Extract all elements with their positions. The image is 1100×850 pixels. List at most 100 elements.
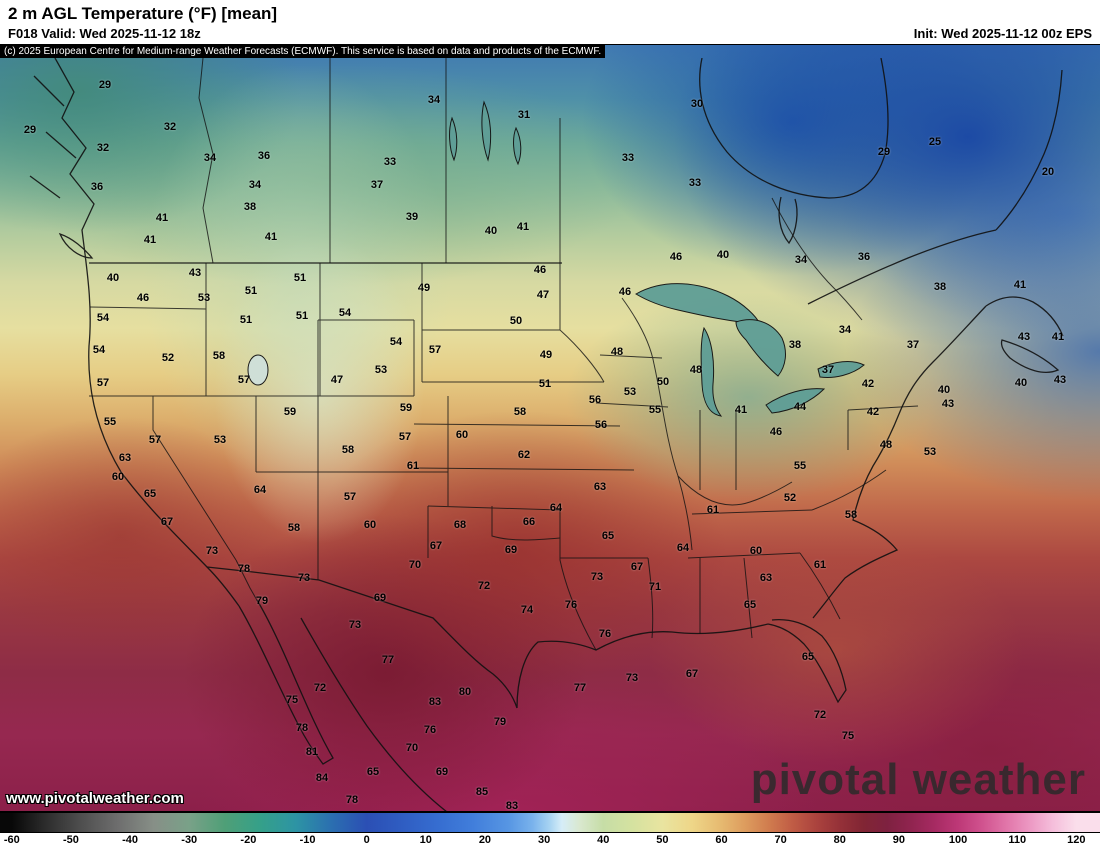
- lake-winnipeg: [481, 100, 492, 162]
- temperature-value: 75: [841, 730, 855, 742]
- temperature-value: 66: [522, 516, 536, 528]
- colorbar-tick-label: 120: [1067, 834, 1086, 846]
- temperature-value: 65: [143, 488, 157, 500]
- temperature-value: 41: [1013, 279, 1027, 291]
- temperature-value: 53: [213, 434, 227, 446]
- temperature-value: 33: [621, 152, 635, 164]
- temperature-value: 48: [610, 346, 624, 358]
- temperature-value: 42: [861, 378, 875, 390]
- colorbar-tick-label: 20: [478, 834, 492, 846]
- temperature-value: 50: [509, 315, 523, 327]
- temperature-value: 79: [255, 595, 269, 607]
- temperature-value: 69: [373, 592, 387, 604]
- temperature-value: 70: [408, 559, 422, 571]
- temperature-value: 61: [406, 460, 420, 472]
- lakes-group: [247, 100, 865, 417]
- temperature-value: 72: [813, 709, 827, 721]
- temperature-value: 47: [536, 289, 550, 301]
- colorbar-tick-label: 100: [948, 834, 968, 846]
- temperature-value: 56: [588, 394, 602, 406]
- temperature-value: 75: [285, 694, 299, 706]
- temperature-value: 46: [669, 251, 683, 263]
- coastlines-group: [29, 58, 1064, 811]
- map-title: 2 m AGL Temperature (°F) [mean]: [8, 4, 278, 23]
- temperature-value: 43: [188, 267, 202, 279]
- temperature-value: 57: [96, 377, 110, 389]
- temperature-value: 73: [297, 572, 311, 584]
- temperature-value: 41: [264, 231, 278, 243]
- lake-ontario: [817, 361, 865, 378]
- temperature-labels-layer: 29 34 31 30 29 32 32 34 36 33 33 29 25 20 36 34 37 33 38 41…: [0, 58, 1100, 811]
- temperature-value: 67: [685, 668, 699, 680]
- temperature-value: 62: [517, 449, 531, 461]
- temperature-value: 52: [783, 492, 797, 504]
- temperature-value: 73: [205, 545, 219, 557]
- lake-of-the-woods: [513, 126, 522, 166]
- temperature-value: 76: [598, 628, 612, 640]
- forecast-meta-row: F018 Valid: Wed 2025-11-12 18z Init: Wed…: [0, 25, 1100, 42]
- temperature-value: 85: [475, 786, 489, 798]
- colorbar-tick-label: 90: [892, 834, 906, 846]
- temperature-value: 30: [690, 98, 704, 110]
- temperature-value: 64: [676, 542, 690, 554]
- lake-erie: [765, 388, 826, 414]
- temperature-value: 48: [879, 439, 893, 451]
- temperature-value: 43: [941, 398, 955, 410]
- temperature-value: 64: [253, 484, 267, 496]
- map-canvas[interactable]: (c) 2025 European Centre for Medium-rang…: [0, 44, 1100, 812]
- temperature-value: 40: [716, 249, 730, 261]
- colorbar-tick-label: 70: [774, 834, 787, 846]
- forecast-valid-label: F018 Valid: Wed 2025-11-12 18z: [8, 26, 201, 41]
- temperature-value: 51: [239, 314, 253, 326]
- temperature-value: 54: [92, 344, 106, 356]
- temperature-value: 76: [564, 599, 578, 611]
- temperature-value: 67: [429, 540, 443, 552]
- temperature-value: 40: [937, 384, 951, 396]
- temperature-value: 83: [428, 696, 442, 708]
- temperature-value: 84: [315, 772, 329, 784]
- temperature-value: 58: [513, 406, 527, 418]
- colorbar-tick-label: -40: [122, 834, 139, 846]
- lake-michigan: [700, 326, 723, 417]
- temperature-value: 69: [504, 544, 518, 556]
- temperature-value: 65: [801, 651, 815, 663]
- temperature-value: 79: [493, 716, 507, 728]
- temperature-value: 20: [1041, 166, 1055, 178]
- temperature-value: 49: [539, 349, 553, 361]
- temperature-value: 47: [330, 374, 344, 386]
- colorbar-tick-label: 110: [1008, 834, 1027, 846]
- temperature-value: 55: [648, 404, 662, 416]
- temperature-value: 51: [538, 378, 552, 390]
- temperature-value: 33: [383, 156, 397, 168]
- temperature-value: 29: [23, 124, 37, 136]
- temperature-value: 65: [601, 530, 615, 542]
- temperature-value: 55: [793, 460, 807, 472]
- temperature-value: 63: [759, 572, 773, 584]
- temperature-value: 60: [749, 545, 763, 557]
- temperature-value: 61: [706, 504, 720, 516]
- temperature-value: 58: [212, 350, 226, 362]
- colorbar-tick-label: 80: [833, 834, 846, 846]
- temperature-value: 38: [788, 339, 802, 351]
- temperature-value: 31: [517, 109, 531, 121]
- temperature-value: 73: [590, 571, 604, 583]
- temperature-value: 46: [769, 426, 783, 438]
- temperature-value: 46: [533, 264, 547, 276]
- temperature-value: 53: [623, 386, 637, 398]
- temperature-value: 55: [103, 416, 117, 428]
- temperature-value: 72: [477, 580, 491, 592]
- temperature-value: 65: [366, 766, 380, 778]
- geography-linework: [29, 58, 1064, 811]
- temperature-value: 54: [338, 307, 352, 319]
- temperature-value: 44: [793, 401, 807, 413]
- temperature-value: 36: [857, 251, 871, 263]
- temperature-value: 34: [203, 152, 217, 164]
- temperature-value: 73: [348, 619, 362, 631]
- temperature-value: 46: [136, 292, 150, 304]
- temperature-value: 46: [618, 286, 632, 298]
- temperature-value: 54: [389, 336, 403, 348]
- temperature-value: 58: [341, 444, 355, 456]
- borders-group: [89, 58, 919, 651]
- temperature-value: 32: [163, 121, 177, 133]
